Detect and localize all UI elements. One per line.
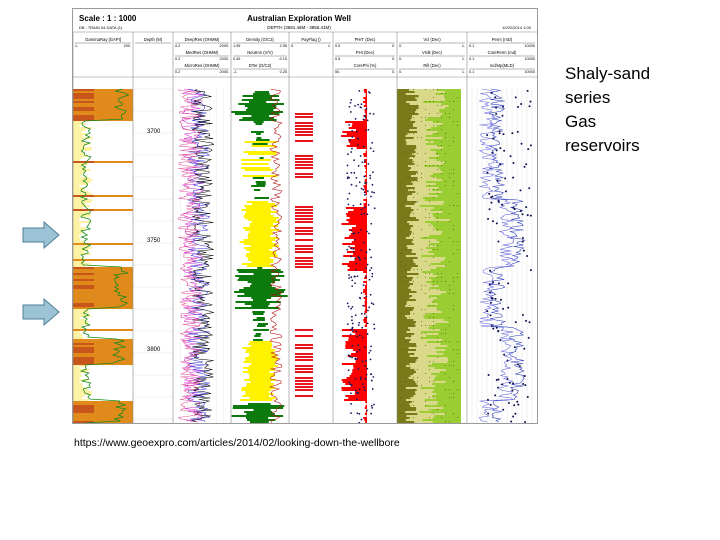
track-min: 0.1 [469, 44, 474, 48]
track-min: 1. [75, 44, 78, 48]
track-min: 0.5 [335, 57, 340, 61]
well-log-image: Scale : 1 : 1000 DB : TRAIN 04 DATA (1) … [72, 8, 538, 424]
track-max: 10000 [524, 57, 535, 61]
upper-reservoir-arrow-icon [22, 221, 60, 249]
track-name: Depth (M) [144, 37, 163, 42]
track-name: CorePhi (%) [354, 63, 377, 68]
track-min: 0. [291, 44, 294, 48]
track-max: 1. [462, 44, 465, 48]
lower-reservoir-arrow-icon [22, 298, 60, 326]
track-max: 2000. [219, 44, 229, 48]
track-max: 0. [392, 70, 395, 74]
track-min: 0. [399, 44, 402, 48]
track-min: 50. [335, 70, 340, 74]
track-name: MedRes (OHMM) [186, 50, 219, 55]
track-name: Perm (mD) [492, 37, 513, 42]
caption-line-1: Shaly-sand [565, 64, 651, 83]
track-name: DTer (G/C3) [249, 63, 272, 68]
caption-line-3: Gas [565, 112, 597, 131]
track-min: 0.1 [469, 70, 474, 74]
track-max: 0.25 [280, 70, 287, 74]
well-log-svg: Scale : 1 : 1000 DB : TRAIN 04 DATA (1) … [73, 9, 537, 423]
track-name: GammaRay [GAPI] [85, 37, 121, 42]
track-name: VSilt (Dec) [422, 50, 443, 55]
track-name: PHIT (Dec) [355, 37, 376, 42]
log-scale: Scale : 1 : 1000 [79, 14, 137, 23]
track-max: 0. [392, 57, 395, 61]
track-min: 1.95 [233, 44, 240, 48]
track-name: md/stp(MLD) [490, 63, 515, 68]
track-headers: GammaRay [GAPI] 1. 200. Depth (M) DeepRes (O… [75, 37, 535, 74]
depth-tick-label: 3800 [147, 347, 161, 353]
track-min: 0. [399, 57, 402, 61]
track-max: 200. [124, 44, 131, 48]
track-max: 0. [392, 44, 395, 48]
track-min: 0.2 [175, 57, 180, 61]
depth-labels: 3700 3750 3800 [147, 129, 161, 353]
track-max: 2.95 [280, 44, 287, 48]
track-min: 0.2 [175, 44, 180, 48]
depth-tick-label: 3750 [147, 238, 161, 244]
track-min: 0. [399, 70, 402, 74]
track-max: 10000 [524, 44, 535, 48]
log-well-name: Australian Exploration Well [247, 14, 351, 23]
track-max: -0.15 [278, 57, 287, 61]
track-max: 2000. [219, 70, 229, 74]
caption-line-2: series [565, 88, 611, 107]
log-well-sub: DB : TRAIN 04 DATA (1) [79, 25, 123, 30]
track-max: 1. [328, 44, 331, 48]
track-name: Rill (Dec) [423, 63, 441, 68]
reservoir-caption: Shaly-sand series Gas reservoirs [565, 62, 715, 158]
track-min: 0.1 [469, 57, 474, 61]
depth-tick-label: 3700 [147, 129, 161, 135]
track-max: 10000 [524, 70, 535, 74]
track-name: PHI (Dec) [356, 50, 375, 55]
track-min: 0.2 [175, 70, 180, 74]
track-min: -1. [233, 70, 237, 74]
track-bodies [73, 88, 533, 423]
track-min: 0.5 [335, 44, 340, 48]
source-url: https://www.geoexpro.com/articles/2014/0… [74, 437, 400, 449]
track-name: Vcl (Dec) [423, 37, 441, 42]
track-name: MicroRes (OHMM) [185, 63, 220, 68]
log-depth-range: DEPTH (3681.46M - 3856.41M) [267, 25, 331, 30]
track-name: Neutron (V/V) [247, 50, 273, 55]
track-max: 2000. [219, 57, 229, 61]
track-name: PayFlag () [301, 37, 321, 42]
track-name: DeepRes (OHMM) [185, 37, 220, 42]
track-name: Density (G/C3) [246, 37, 274, 42]
track-max: 1. [462, 57, 465, 61]
caption-line-4: reservoirs [565, 136, 640, 155]
track-max: 1. [462, 70, 465, 74]
track-min: 0.45 [233, 57, 240, 61]
log-date: 12/02/2014 1:00 [502, 25, 532, 30]
track-name: CorePerm (md) [488, 50, 517, 55]
